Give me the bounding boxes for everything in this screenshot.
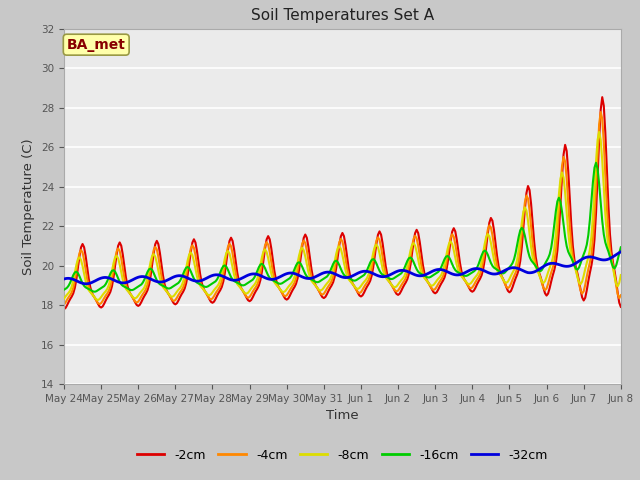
Y-axis label: Soil Temperature (C): Soil Temperature (C): [22, 138, 35, 275]
Text: BA_met: BA_met: [67, 37, 125, 52]
X-axis label: Time: Time: [326, 409, 358, 422]
Title: Soil Temperatures Set A: Soil Temperatures Set A: [251, 9, 434, 24]
Legend: -2cm, -4cm, -8cm, -16cm, -32cm: -2cm, -4cm, -8cm, -16cm, -32cm: [132, 444, 553, 467]
